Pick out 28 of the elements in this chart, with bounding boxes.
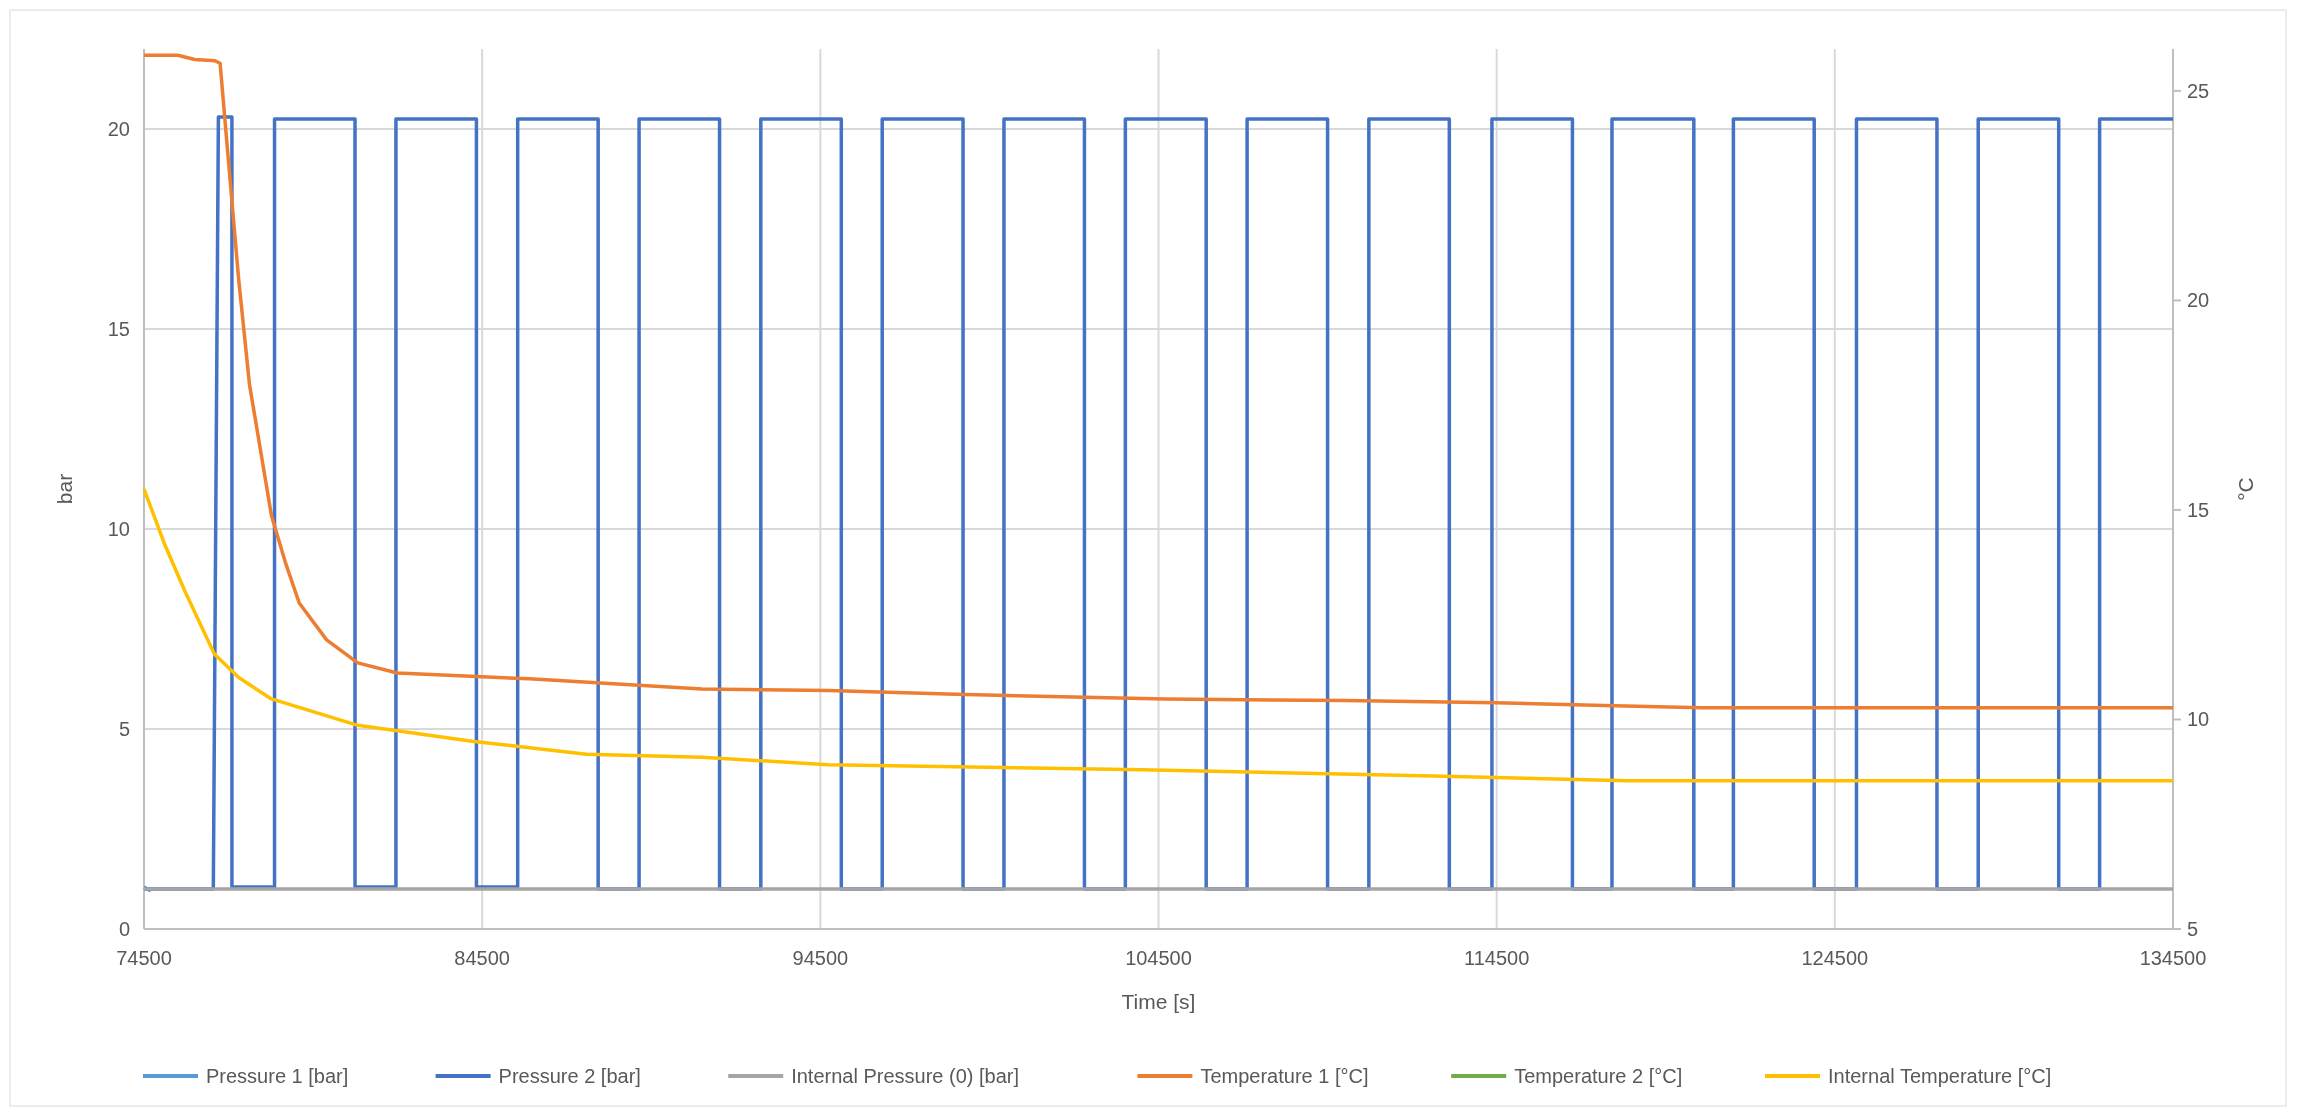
line-series [142, 487, 2175, 783]
y2-tick-label: 5 [2187, 918, 2199, 940]
y-tick-label: 10 [107, 518, 130, 540]
x-tick-label: 134500 [2139, 947, 2207, 969]
legend-label: Internal Pressure (0) [bar] [791, 1065, 1020, 1087]
x-tick-label: 94500 [792, 947, 849, 969]
y2-tick-label: 10 [2187, 708, 2210, 731]
line-series [142, 53, 2175, 710]
x-tick-label: 84500 [454, 947, 510, 969]
legend-label: Temperature 2 [°C] [1514, 1065, 1683, 1087]
y2-tick-label: 25 [2187, 79, 2210, 102]
legend-label: Temperature 1 [°C] [1200, 1065, 1369, 1087]
legend-label: Pressure 1 [bar] [206, 1065, 349, 1087]
x-tick-label: 74500 [116, 947, 172, 969]
legend-label: Pressure 2 [bar] [498, 1065, 641, 1087]
y-tick-label: 15 [107, 318, 130, 340]
x-tick-label: 104500 [1125, 947, 1192, 969]
y2-tick-label: 20 [2187, 289, 2210, 312]
y-axis-title: bar [53, 473, 76, 505]
legend-label: Internal Temperature [°C] [1828, 1065, 2052, 1087]
y-tick-label: 5 [118, 718, 130, 740]
x-tick-label: 124500 [1801, 947, 1869, 969]
y2-tick-label: 15 [2187, 498, 2210, 521]
y2-axis-title: °C [2234, 477, 2257, 501]
x-axis-title: Time [s] [1121, 990, 1196, 1013]
y-tick-label: 20 [107, 118, 130, 140]
y-tick-label: 0 [118, 918, 130, 940]
x-tick-label: 114500 [1464, 947, 1530, 969]
